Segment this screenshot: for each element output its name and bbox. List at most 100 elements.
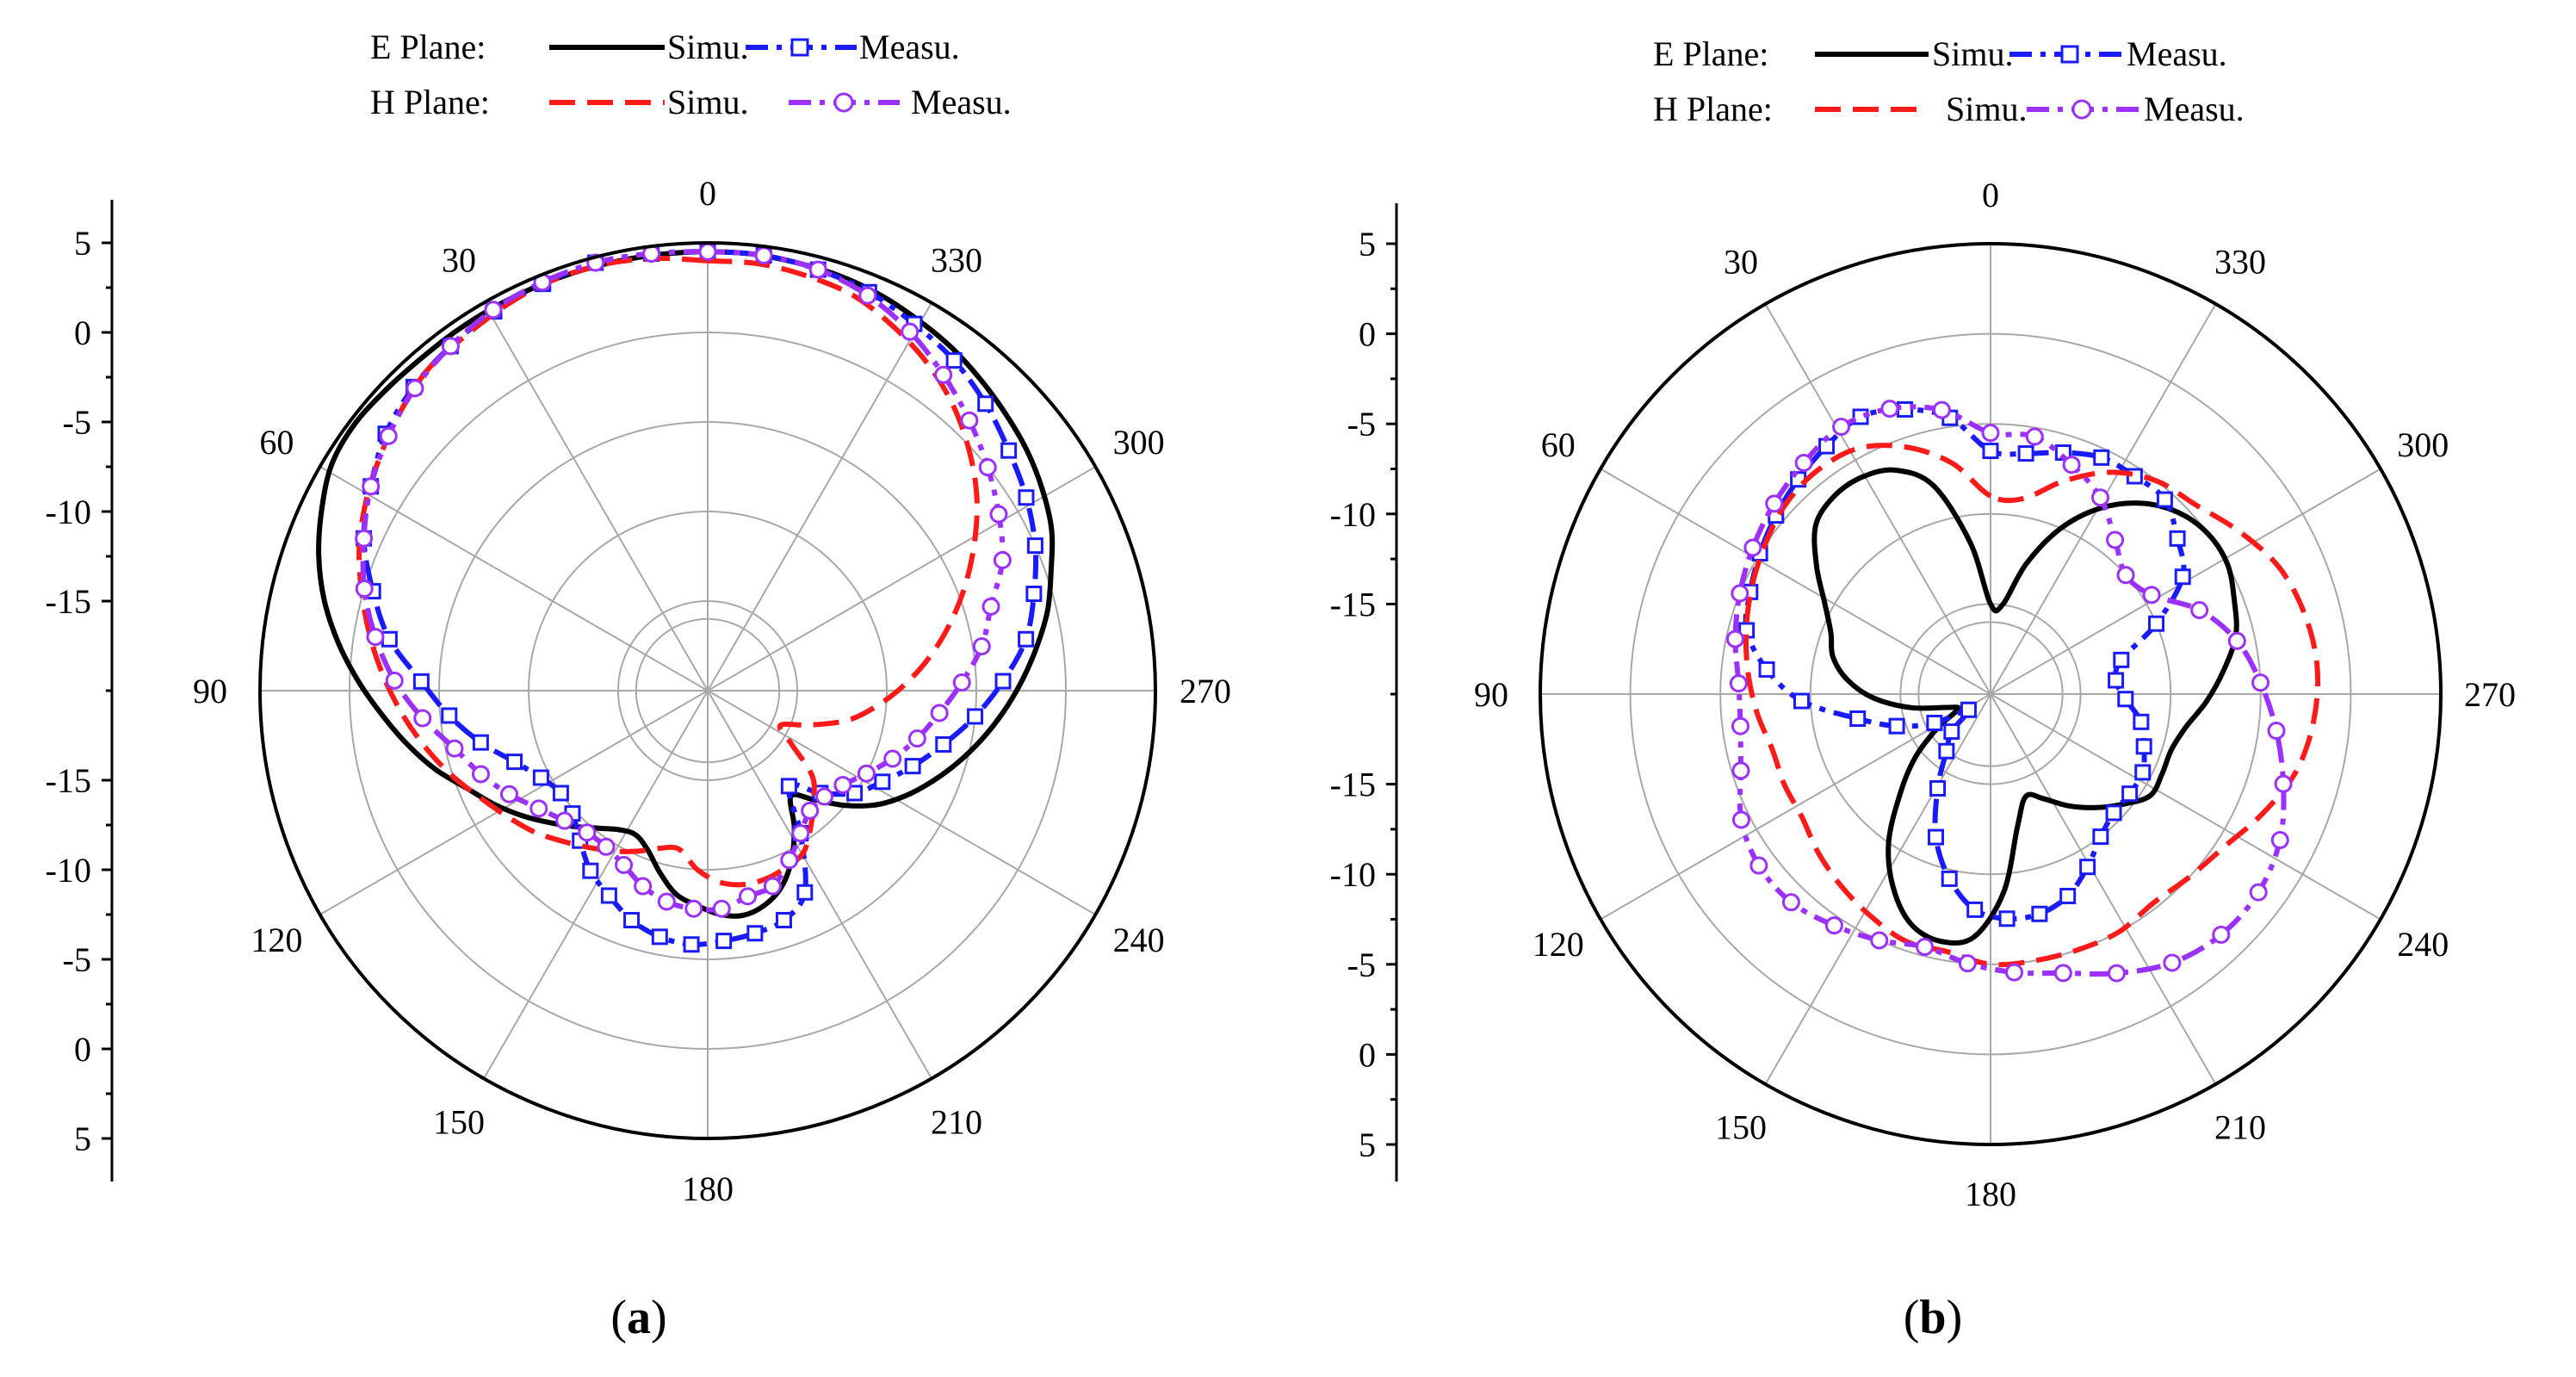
- angle-tick-label: 210: [2214, 1107, 2266, 1146]
- radial-tick-label: -15: [1330, 585, 1376, 623]
- data-point-circle: [930, 704, 949, 723]
- data-point-square: [874, 773, 891, 791]
- data-point-circle: [960, 411, 979, 430]
- data-point-circle: [791, 824, 810, 843]
- data-point-square: [1960, 701, 1977, 718]
- data-point-circle: [1731, 716, 1749, 735]
- data-point-square: [651, 928, 668, 946]
- legend: E Plane: Simu. Measu. H Plane: Simu. Mea…: [370, 28, 1012, 121]
- data-point-square: [2108, 672, 2125, 689]
- panel-label-close: ): [1947, 1291, 1963, 1344]
- data-point-circle: [1981, 424, 2000, 443]
- data-point-square: [1927, 828, 1944, 846]
- angle-tick-label: 120: [251, 921, 302, 959]
- radial-tick-label: -5: [63, 403, 91, 442]
- data-point-circle: [471, 765, 490, 784]
- data-point-square: [683, 936, 700, 953]
- data-point-circle: [2274, 774, 2293, 793]
- data-point-square: [994, 673, 1012, 690]
- panel-label-letter: b: [1919, 1291, 1946, 1344]
- data-point-circle: [754, 246, 773, 265]
- data-point-circle: [698, 242, 717, 261]
- angle-tick-label: 150: [1715, 1107, 1767, 1146]
- angle-tick-label: 240: [2397, 925, 2449, 964]
- data-point-circle: [413, 709, 432, 728]
- radial-tick-label: 0: [1359, 315, 1376, 354]
- angle-tick-label: 120: [1533, 925, 1584, 964]
- data-point-circle: [1832, 418, 1851, 437]
- angle-tick-label: 210: [931, 1103, 982, 1142]
- radial-axis: 5 0 -5 -10 -15 -15 -10 -5 0 5: [46, 200, 114, 1182]
- radial-tick-label: -10: [1330, 495, 1376, 534]
- data-point-circle: [555, 811, 574, 830]
- outer-ring: [258, 241, 1157, 1140]
- data-point-square: [2148, 615, 2165, 632]
- legend-e-measu-marker: [790, 38, 809, 57]
- data-point-square: [1888, 717, 1905, 735]
- data-point-circle: [2053, 964, 2072, 983]
- data-point-circle: [2212, 925, 2231, 944]
- grid-spoke: [1990, 693, 2381, 921]
- data-point-square: [2113, 651, 2130, 668]
- data-point-square: [2105, 804, 2122, 822]
- radial-tick-label: -5: [1347, 405, 1376, 443]
- data-point-circle: [934, 365, 953, 384]
- series-line-h-plane-simu: [356, 256, 980, 888]
- data-point-square: [1000, 442, 1018, 459]
- data-point-circle: [1731, 810, 1750, 829]
- angle-tick-label: 270: [2464, 675, 2516, 714]
- data-point-square: [582, 862, 599, 879]
- data-point-circle: [379, 426, 398, 445]
- data-point-square: [796, 884, 814, 901]
- angle-tick-label: 60: [1541, 425, 1576, 464]
- angle-tick-label: 90: [1474, 675, 1508, 714]
- angle-labels: 0 30 60 90 120 150 180 210 240 270 300 330: [193, 174, 1231, 1208]
- radial-tick-label: -15: [46, 761, 91, 800]
- data-point-circle: [857, 764, 876, 783]
- data-point-square: [600, 887, 617, 904]
- radial-tick-label: 5: [74, 224, 91, 263]
- data-point-circle: [901, 322, 920, 341]
- data-point-circle: [657, 892, 676, 911]
- data-point-circle: [1729, 674, 1748, 693]
- data-point-circle: [1731, 761, 1750, 780]
- outer-ring: [1539, 242, 2443, 1146]
- data-point-circle: [1731, 584, 1749, 603]
- radial-tick-label: 0: [74, 313, 91, 352]
- data-point-circle: [355, 580, 374, 599]
- radial-tick-label: -10: [1330, 855, 1376, 894]
- radial-tick-label: 0: [1359, 1035, 1376, 1074]
- data-point-circle: [441, 337, 460, 356]
- data-point-square: [1849, 710, 1867, 727]
- data-point-circle: [1870, 931, 1889, 950]
- grid-spoke: [319, 466, 709, 692]
- legend-e-plane-label: E Plane:: [370, 28, 486, 66]
- data-point-circle: [2106, 530, 2125, 549]
- angle-tick-label: 0: [699, 174, 716, 213]
- radial-tick-label: 5: [1359, 1126, 1376, 1164]
- data-point-square: [2174, 568, 2191, 586]
- grid-spoke: [1764, 303, 1991, 695]
- data-point-circle: [833, 775, 852, 794]
- data-point-circle: [780, 851, 799, 870]
- legend-e-simu-label: Simu.: [1932, 34, 2013, 73]
- grid-spoke: [1600, 693, 1991, 921]
- radial-tick-label: 0: [74, 1030, 91, 1069]
- series-line-e-plane-simu: [1811, 467, 2239, 946]
- data-point-square: [1793, 692, 1810, 710]
- data-point-circle: [808, 260, 827, 279]
- angle-tick-label: 270: [1180, 672, 1231, 710]
- data-point-square: [472, 734, 489, 751]
- data-point-square: [2133, 713, 2150, 730]
- legend-h-simu-label: Simu.: [667, 83, 748, 121]
- data-point-circle: [2190, 600, 2209, 619]
- data-point-square: [1998, 910, 2016, 927]
- legend-e-measu-label: Measu.: [2127, 34, 2227, 73]
- legend: E Plane: Simu. Measu. H Plane: Simu. Mea…: [1653, 34, 2245, 128]
- radial-axis: 5 0 -5 -10 -15 -15 -10 -5 0 5: [1330, 203, 1398, 1182]
- panel-label-open: (: [1904, 1291, 1920, 1344]
- legend-h-simu-label: Simu.: [1946, 90, 2027, 128]
- data-point-circle: [972, 637, 991, 656]
- angle-tick-label: 0: [1982, 176, 1999, 214]
- data-point-square: [412, 673, 430, 690]
